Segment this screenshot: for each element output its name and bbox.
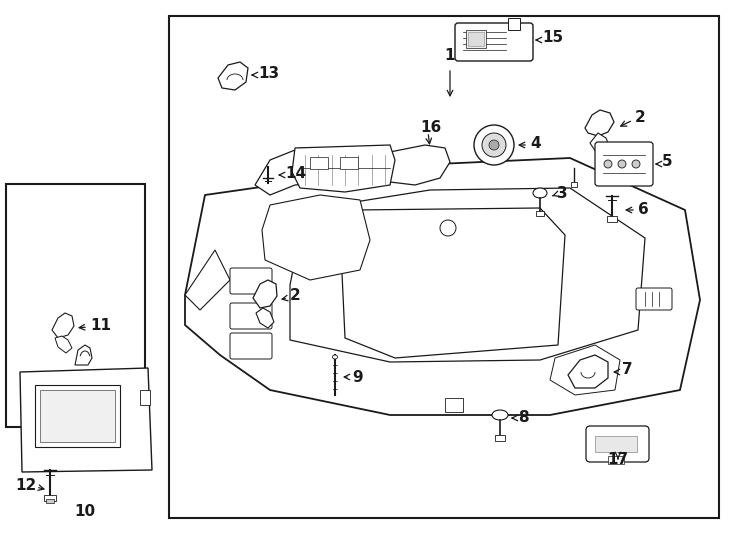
Bar <box>340 157 358 169</box>
Bar <box>607 216 617 222</box>
Bar <box>595 436 637 452</box>
Text: 11: 11 <box>90 318 111 333</box>
Polygon shape <box>585 110 614 136</box>
Ellipse shape <box>492 410 508 420</box>
Polygon shape <box>550 345 620 395</box>
FancyBboxPatch shape <box>595 142 653 186</box>
Ellipse shape <box>533 188 547 198</box>
FancyBboxPatch shape <box>230 268 272 294</box>
Bar <box>44 495 56 501</box>
Text: 2: 2 <box>635 111 646 125</box>
Text: 10: 10 <box>74 504 95 519</box>
Bar <box>445 398 463 412</box>
Bar <box>468 32 484 46</box>
Bar <box>495 435 505 441</box>
FancyBboxPatch shape <box>636 288 672 310</box>
Polygon shape <box>568 355 608 388</box>
Text: 15: 15 <box>542 30 563 45</box>
Text: 17: 17 <box>608 453 628 468</box>
Text: 16: 16 <box>420 120 441 136</box>
Polygon shape <box>290 188 645 362</box>
Polygon shape <box>52 313 74 338</box>
Bar <box>508 18 520 30</box>
Bar <box>35 385 120 447</box>
Bar <box>140 390 150 405</box>
Text: 2: 2 <box>290 288 301 303</box>
Bar <box>536 211 544 216</box>
Polygon shape <box>256 308 274 328</box>
Text: 1: 1 <box>445 48 455 63</box>
FancyBboxPatch shape <box>586 426 649 462</box>
FancyBboxPatch shape <box>230 333 272 359</box>
Text: 12: 12 <box>15 477 36 492</box>
Circle shape <box>440 220 456 236</box>
Polygon shape <box>292 145 395 192</box>
Polygon shape <box>382 145 450 185</box>
Bar <box>169 16 719 518</box>
Text: 3: 3 <box>557 186 567 200</box>
FancyBboxPatch shape <box>455 23 533 61</box>
Circle shape <box>618 160 626 168</box>
Text: 13: 13 <box>258 65 279 80</box>
Text: 6: 6 <box>638 202 649 218</box>
Circle shape <box>489 140 499 150</box>
Text: 4: 4 <box>530 136 541 151</box>
Circle shape <box>604 160 612 168</box>
Bar <box>40 390 115 442</box>
Polygon shape <box>262 195 370 280</box>
Polygon shape <box>255 148 345 195</box>
Bar <box>6 184 145 427</box>
Polygon shape <box>20 368 152 472</box>
Text: 14: 14 <box>285 165 306 180</box>
Text: 7: 7 <box>622 362 633 377</box>
Bar <box>310 157 328 169</box>
Polygon shape <box>590 133 610 155</box>
Bar <box>571 182 577 187</box>
Text: 5: 5 <box>662 154 672 170</box>
Polygon shape <box>218 62 248 90</box>
Polygon shape <box>55 336 72 353</box>
Text: 9: 9 <box>352 369 363 384</box>
Polygon shape <box>75 345 92 365</box>
Polygon shape <box>340 208 565 358</box>
Circle shape <box>632 160 640 168</box>
Text: 8: 8 <box>518 410 528 426</box>
Circle shape <box>474 125 514 165</box>
Ellipse shape <box>333 355 338 359</box>
Polygon shape <box>253 280 277 308</box>
Bar <box>466 30 486 48</box>
Polygon shape <box>185 158 700 415</box>
Circle shape <box>482 133 506 157</box>
Bar <box>608 456 624 464</box>
Bar <box>46 499 54 503</box>
Polygon shape <box>185 250 230 310</box>
FancyBboxPatch shape <box>230 303 272 329</box>
